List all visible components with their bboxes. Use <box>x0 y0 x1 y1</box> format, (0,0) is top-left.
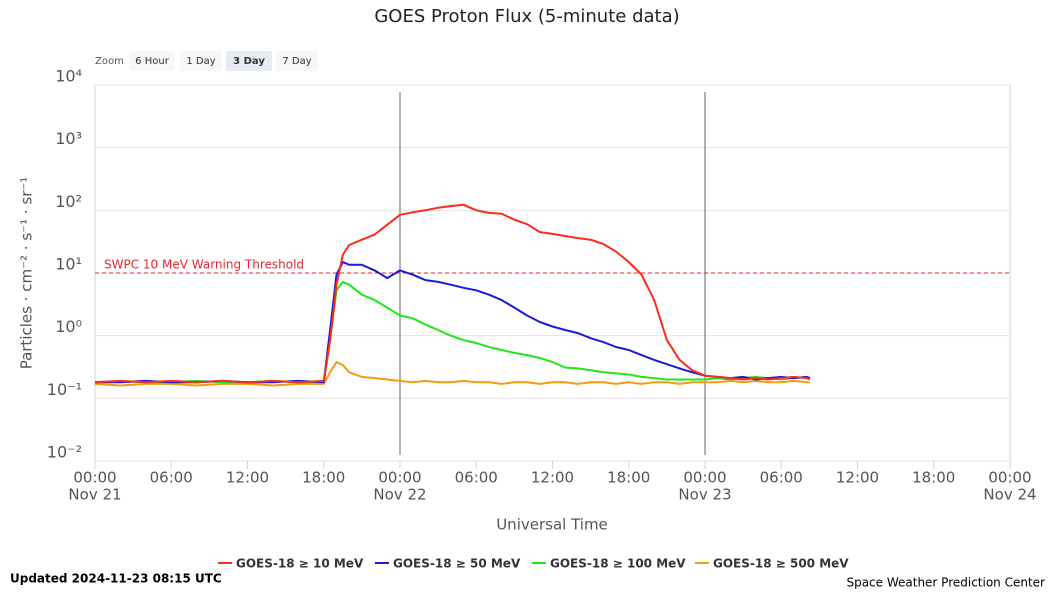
y-tick-label: 10⁰ <box>55 317 82 336</box>
x-tick-label: 00:00 <box>683 469 726 487</box>
x-tick-label: 18:00 <box>302 469 345 487</box>
legend-label[interactable]: GOES-18 ≥ 500 MeV <box>713 557 849 571</box>
x-tick-label: 06:00 <box>455 469 498 487</box>
x-tick-label: 18:00 <box>607 469 650 487</box>
x-tick-date: Nov 21 <box>68 486 121 504</box>
series-line <box>94 361 810 387</box>
y-tick-label: 10³ <box>55 129 82 148</box>
zoom-button[interactable] <box>276 51 318 71</box>
x-tick-label: 00:00 <box>378 469 421 487</box>
zoom-button[interactable] <box>226 51 272 71</box>
x-tick-date: Nov 24 <box>983 486 1036 504</box>
x-tick-label: 12:00 <box>531 469 574 487</box>
x-tick-label: 06:00 <box>760 469 803 487</box>
credit: Space Weather Prediction Center <box>846 576 1045 590</box>
legend-label[interactable]: GOES-18 ≥ 50 MeV <box>393 557 521 571</box>
zoom-button[interactable] <box>129 51 175 71</box>
zoom-button-label[interactable]: 3 Day <box>233 56 265 67</box>
x-axis-label: Universal Time <box>496 516 608 534</box>
x-tick-label: 12:00 <box>226 469 269 487</box>
series-line <box>94 203 811 384</box>
zoom-button-label[interactable]: 6 Hour <box>135 56 170 67</box>
y-axis-label: Particles · cm⁻² · s⁻¹ · sr⁻¹ <box>18 177 36 370</box>
x-tick-label: 00:00 <box>73 469 116 487</box>
threshold-label: SWPC 10 MeV Warning Threshold <box>104 258 304 272</box>
y-tick-label: 10⁻¹ <box>47 380 82 399</box>
legend-label[interactable]: GOES-18 ≥ 100 MeV <box>550 557 686 571</box>
legend-label[interactable]: GOES-18 ≥ 10 MeV <box>236 557 364 571</box>
updated-note: Updated 2024-11-23 08:15 UTC <box>10 572 222 586</box>
zoom-button[interactable] <box>180 51 222 71</box>
x-tick-label: 00:00 <box>988 469 1031 487</box>
y-tick-label: 10⁻² <box>47 443 82 462</box>
chart-title: GOES Proton Flux (5-minute data) <box>374 6 679 27</box>
x-tick-label: 18:00 <box>912 469 955 487</box>
zoom-label: Zoom <box>95 56 124 67</box>
x-tick-label: 06:00 <box>150 469 193 487</box>
x-tick-date: Nov 22 <box>373 486 426 504</box>
y-tick-label: 10² <box>55 192 82 211</box>
zoom-button-label[interactable]: 1 Day <box>186 56 215 67</box>
x-tick-date: Nov 23 <box>678 486 731 504</box>
y-tick-label: 10¹ <box>55 255 82 274</box>
x-tick-label: 12:00 <box>836 469 879 487</box>
zoom-button-label[interactable]: 7 Day <box>282 56 311 67</box>
y-tick-label: 10⁴ <box>55 67 82 86</box>
